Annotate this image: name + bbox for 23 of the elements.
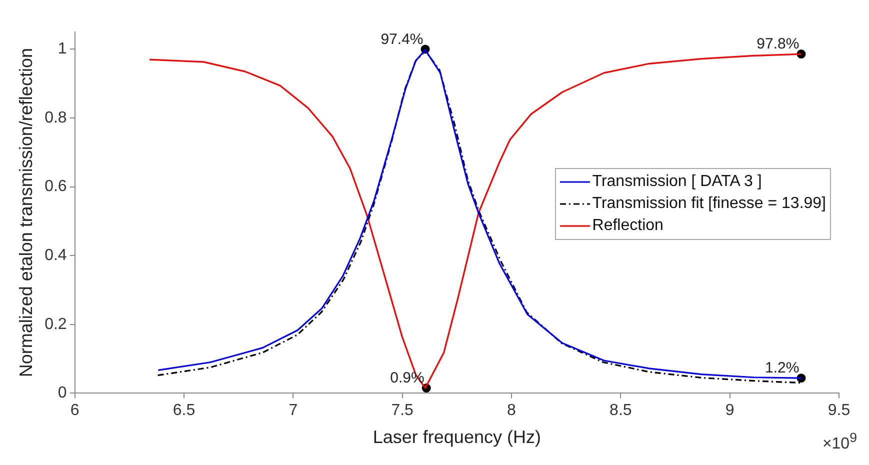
annotation: 1.2% (765, 360, 800, 377)
x-tick-label: 6.5 (172, 402, 196, 420)
y-tick-label: 1 (58, 40, 67, 58)
y-tick-label: 0.8 (44, 109, 67, 126)
y-tick-label: 0.6 (44, 178, 67, 196)
text: ×10$^{9}$ (822, 430, 857, 453)
y-tick-label: 0.4 (44, 247, 67, 264)
x-tick-label: 6 (70, 402, 80, 420)
annotation: 97.4% (380, 30, 424, 48)
x-tick-label: 9 (725, 402, 734, 420)
x-axis-title: Laser frequency (Hz) (372, 427, 541, 448)
y-axis-title: Normalized etalon transmission/reflection (16, 48, 36, 378)
legend-label: Transmission fit [finesse = 13.99] (592, 194, 826, 214)
y-tick-label: 0.2 (44, 316, 67, 333)
x-tick-label: 8 (507, 402, 516, 420)
legend-label: Reflection (592, 216, 664, 236)
annotation: 97.8% (756, 36, 800, 53)
x-tick-label: 9.5 (828, 402, 850, 420)
x-tick-label: 7 (288, 402, 298, 420)
y-tick-label: 0 (58, 384, 67, 402)
x-tick-label: 8.5 (610, 402, 632, 420)
x-tick-label: 7.5 (391, 402, 414, 420)
legend-label: Transmission [ DATA 3 ] (592, 172, 762, 192)
